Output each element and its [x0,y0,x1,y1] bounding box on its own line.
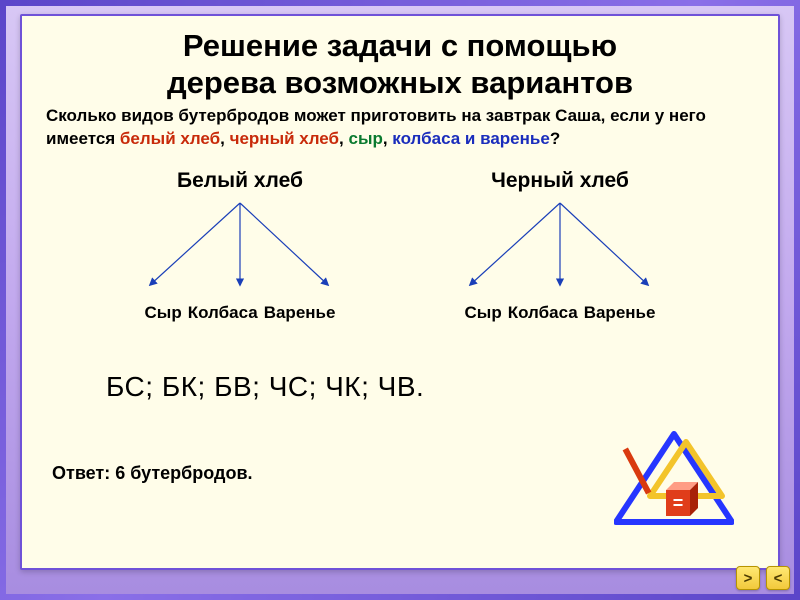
q-black-bread: черный хлеб [230,129,339,148]
nav-buttons: > < [736,566,790,590]
leaf-jam: Варенье [264,303,336,323]
q-sausage: колбаса [392,129,460,148]
q-white-bread: белый хлеб [120,129,220,148]
nav-prev-button[interactable]: > [736,566,760,590]
tree-leaves-black: Сыр Колбаса Варенье [430,303,690,323]
q-after: ? [550,129,560,148]
tree-arrows-white [110,199,370,289]
question-text: Сколько видов бутербродов может приготов… [46,105,754,151]
leaf-cheese-2: Сыр [465,303,502,323]
tree-white-bread: Белый хлеб Сыр Колбаса Варенье [110,169,370,329]
svg-text:=: = [673,493,684,513]
content-card: Решение задачи с помощью дерева возможны… [20,14,780,570]
tree-diagram-container: Белый хлеб Сыр Колбаса Варенье Черный хл… [46,169,754,329]
q-sep3: , [383,129,392,148]
tree-black-bread: Черный хлеб Сыр Колбаса Варенье [430,169,690,329]
q-cheese: сыр [348,129,382,148]
leaf-cheese: Сыр [145,303,182,323]
chevron-right-icon: > [744,570,753,587]
page-title: Решение задачи с помощью дерева возможны… [46,28,754,101]
tree-root-white: Белый хлеб [110,169,370,193]
title-line-2: дерева возможных вариантов [167,65,633,100]
combinations-text: БС; БК; БВ; ЧС; ЧК; ЧВ. [106,371,754,403]
q-sep4: и [460,129,480,148]
tree-root-black: Черный хлеб [430,169,690,193]
q-jam: варенье [480,129,550,148]
q-sep1: , [220,129,229,148]
nav-next-button[interactable]: < [766,566,790,590]
tree-arrows-black [430,199,690,289]
tree-leaves-white: Сыр Колбаса Варенье [110,303,370,323]
chevron-left-icon: < [774,570,783,587]
decorative-icon: = [614,428,734,528]
leaf-sausage-2: Колбаса [508,303,578,323]
leaf-sausage: Колбаса [188,303,258,323]
title-line-1: Решение задачи с помощью [183,28,617,63]
leaf-jam-2: Варенье [584,303,656,323]
